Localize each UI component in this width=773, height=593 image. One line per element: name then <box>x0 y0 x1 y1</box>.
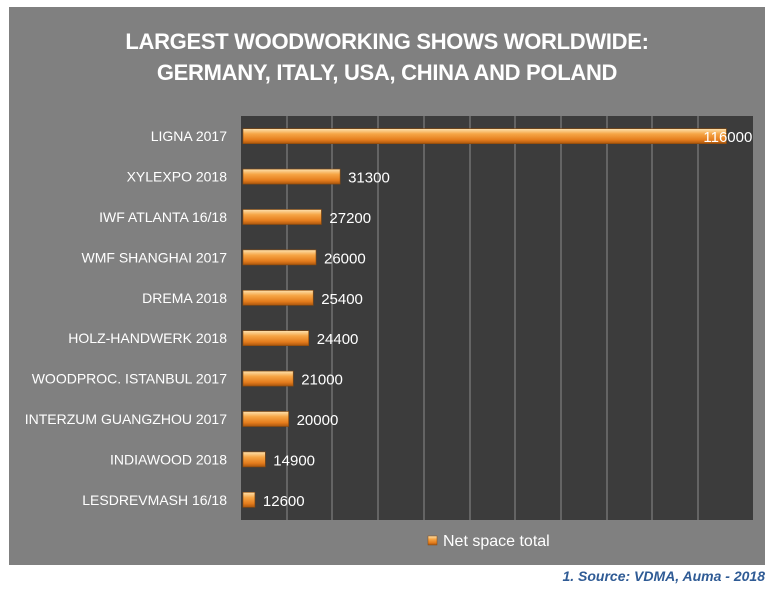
chart-title: LARGEST WOODWORKING SHOWS WORLDWIDE: GER… <box>9 26 765 88</box>
category-label: XYLEXPO 2018 <box>127 169 228 185</box>
bars <box>242 128 727 508</box>
bar <box>242 249 317 266</box>
gridlines <box>286 116 699 520</box>
data-label: 20000 <box>297 412 339 429</box>
data-label: 14900 <box>273 452 315 469</box>
category-label: INTERZUM GUANGZHOU 2017 <box>25 411 227 427</box>
data-labels: 116000 31300 27200 26000 25400 24400 21000 2000… <box>263 129 752 510</box>
data-label: 31300 <box>348 170 390 187</box>
category-label: DREMA 2018 <box>142 290 227 306</box>
legend-swatch <box>427 535 438 546</box>
data-label: 116000 <box>703 129 752 146</box>
chart-title-line-2: GERMANY, ITALY, USA, CHINA AND POLAND <box>156 60 618 85</box>
category-label: WMF SHANGHAI 2017 <box>82 249 228 265</box>
legend: Net space total <box>427 533 550 550</box>
data-label: 24400 <box>317 331 359 348</box>
bar <box>242 451 266 468</box>
category-labels: LIGNA 2017 XYLEXPO 2018 IWF ATLANTA 16/18 W… <box>25 128 227 508</box>
category-label: INDIAWOOD 2018 <box>110 451 227 467</box>
source-note: 1. Source: VDMA, Auma - 2018 <box>562 568 765 584</box>
category-label: LESDREVMASH 16/18 <box>82 492 227 508</box>
category-label: WOODPROC. ISTANBUL 2017 <box>32 371 227 387</box>
category-label: LIGNA 2017 <box>151 128 227 144</box>
chart-title-line-1: LARGEST WOODWORKING SHOWS WORLDWIDE: <box>125 29 649 54</box>
bar <box>242 411 289 427</box>
bar <box>242 370 294 387</box>
bar <box>242 168 341 185</box>
data-label: 25400 <box>321 291 363 308</box>
bar <box>242 209 322 225</box>
legend-label: Net space total <box>443 533 550 550</box>
category-label: IWF ATLANTA 16/18 <box>99 209 227 225</box>
data-label: 21000 <box>301 372 343 389</box>
category-label: HOLZ-HANDWERK 2018 <box>68 330 227 346</box>
bar <box>242 289 314 306</box>
data-label: 26000 <box>324 250 366 267</box>
bar <box>242 128 727 144</box>
bar <box>242 491 256 508</box>
bar <box>242 330 309 347</box>
data-label: 27200 <box>329 210 371 227</box>
data-label: 12600 <box>263 493 305 510</box>
